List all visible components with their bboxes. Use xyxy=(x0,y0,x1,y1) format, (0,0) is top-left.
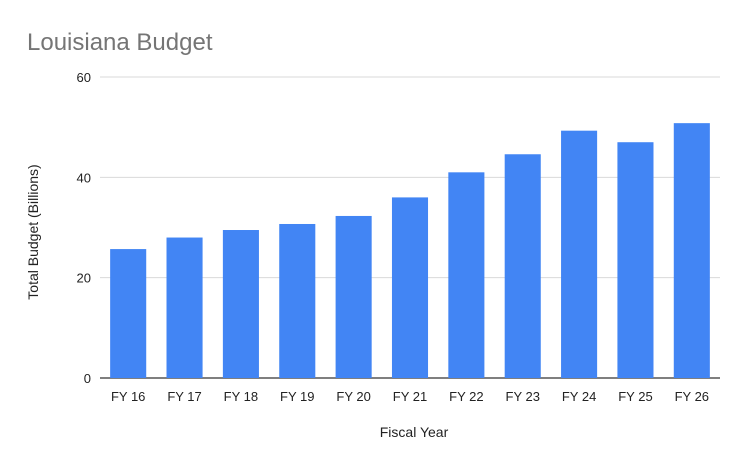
x-tick-label: FY 22 xyxy=(449,389,483,404)
x-tick-label: FY 21 xyxy=(393,389,427,404)
chart-title: Louisiana Budget xyxy=(27,29,213,56)
bar-fy-25 xyxy=(617,142,654,378)
bar-fy-23 xyxy=(504,154,541,378)
x-tick-label: FY 20 xyxy=(336,389,370,404)
bar-fy-19 xyxy=(279,223,316,378)
x-axis-label: Fiscal Year xyxy=(380,424,449,440)
y-tick-label: 0 xyxy=(84,371,91,386)
bar-fy-26 xyxy=(673,123,710,378)
x-tick-label: FY 16 xyxy=(111,389,145,404)
x-tick-label: FY 19 xyxy=(280,389,314,404)
bar-fy-17 xyxy=(166,237,203,378)
bar-fy-21 xyxy=(391,197,429,378)
bar-fy-16 xyxy=(110,249,147,378)
bars xyxy=(110,123,710,378)
x-tick-label: FY 18 xyxy=(224,389,258,404)
x-tick-label: FY 24 xyxy=(562,389,596,404)
y-tick-label: 20 xyxy=(77,271,91,286)
bar-fy-18 xyxy=(222,230,259,378)
bar-fy-22 xyxy=(448,172,485,378)
x-tick-label: FY 17 xyxy=(167,389,201,404)
tick-labels: 0 20 40 60 FY 16 FY 17 FY 18 FY 19 FY 20 FY 21 FY … xyxy=(77,70,710,404)
y-tick-label: 40 xyxy=(77,170,91,185)
y-axis-label: Total Budget (Billions) xyxy=(25,164,41,299)
y-tick-label: 60 xyxy=(77,70,91,85)
bar-fy-20 xyxy=(335,215,372,378)
x-tick-label: FY 25 xyxy=(618,389,652,404)
x-tick-label: FY 26 xyxy=(675,389,709,404)
bar-fy-24 xyxy=(561,130,598,378)
x-tick-label: FY 23 xyxy=(506,389,540,404)
